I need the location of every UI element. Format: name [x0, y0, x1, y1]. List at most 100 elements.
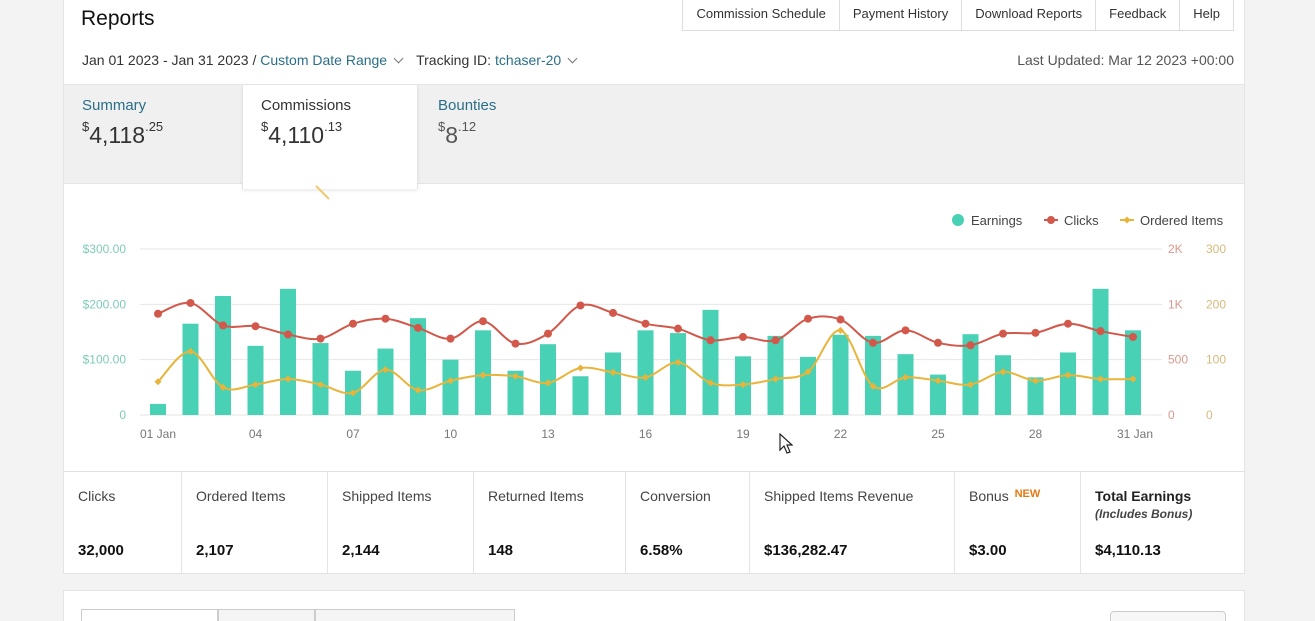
earnings-bar: [150, 403, 166, 415]
y-left-tick: $300.00: [83, 242, 127, 256]
ordered-items-point: [642, 373, 649, 381]
ordered-items-point: [577, 364, 584, 372]
legend-label: Earnings: [971, 213, 1023, 228]
stat-label: Shipped Items: [342, 488, 432, 504]
clicks-point: [999, 329, 1007, 338]
clicks-point: [1031, 328, 1040, 337]
legend-clicks-icon: [1047, 216, 1055, 224]
chevron-down-icon[interactable]: [393, 53, 404, 64]
payment-history-button[interactable]: Payment History: [838, 0, 961, 30]
tab-bounties[interactable]: Bounties $8.12: [420, 85, 620, 185]
clicks-point: [739, 332, 747, 341]
ordered-items-point: [707, 379, 714, 387]
earnings-bar: [442, 359, 459, 415]
clicks-point: [869, 338, 877, 347]
export-button[interactable]: [1110, 611, 1226, 621]
commission-schedule-button[interactable]: Commission Schedule: [696, 6, 826, 21]
y-right-ordered-tick: 100: [1206, 353, 1226, 367]
clicks-point: [511, 339, 520, 348]
clicks-point: [316, 334, 325, 343]
clicks-point: [966, 341, 975, 350]
ordered-items-point: [902, 373, 909, 381]
stat-label: Ordered Items: [196, 488, 286, 504]
x-tick-label: 25: [931, 427, 945, 441]
earnings-bar: [1027, 377, 1044, 415]
earnings-bar: [410, 318, 426, 415]
earnings-bar: [215, 296, 231, 415]
ordered-items-point: [219, 383, 227, 391]
clicks-point: [576, 301, 585, 310]
earnings-bar: [1125, 330, 1141, 415]
earnings-bar: [637, 330, 654, 415]
tab-commissions[interactable]: Commissions $4,110.13: [242, 85, 418, 189]
stat-value: 6.58%: [640, 542, 683, 559]
ordered-items-point: [447, 377, 454, 385]
stat-shipped-revenue: Shipped Items Revenue $136,282.47: [750, 472, 955, 573]
x-tick-label: 13: [541, 427, 555, 441]
earnings-bar: [670, 333, 686, 415]
ordered-items-point: [512, 372, 519, 380]
new-badge: NEW: [1014, 488, 1041, 500]
clicks-point: [446, 334, 455, 343]
stat-label: Conversion: [640, 488, 711, 504]
clicks-point: [479, 317, 487, 326]
x-tick-label: 07: [346, 427, 360, 441]
report-tabs: Summary $4,118.25 Commissions $4,110.13 …: [64, 84, 1244, 189]
ordered-items-point: [674, 358, 682, 366]
tracking-id-dropdown[interactable]: tchaser-20: [495, 52, 562, 68]
date-range-text: Jan 01 2023 - Jan 31 2023 /: [82, 52, 257, 68]
stat-label: Bonus NEW: [969, 488, 1041, 504]
feedback-button[interactable]: Feedback: [1095, 0, 1179, 30]
stat-value: $4,110.13: [1095, 542, 1161, 559]
stat-ordered-items: Ordered Items 2,107: [182, 472, 328, 573]
x-tick-label: 10: [444, 427, 458, 441]
orders-subtabs: [81, 609, 515, 621]
stat-bonus: Bonus NEW $3.00: [955, 472, 1081, 573]
ordered-items-point: [317, 381, 324, 389]
ordered-items-point: [382, 366, 389, 374]
tab-summary-label: Summary: [82, 97, 147, 114]
stat-value: 32,000: [78, 542, 124, 559]
earnings-bar: [767, 335, 784, 415]
help-button[interactable]: Help: [1179, 0, 1233, 30]
download-reports-button[interactable]: Download Reports: [961, 0, 1095, 30]
chart-legend: Earnings Clicks Ordered Items: [952, 213, 1224, 228]
stat-label: Total Earnings: [1095, 488, 1192, 504]
clicks-point: [771, 336, 780, 345]
clicks-point: [284, 330, 292, 339]
orders-card: [63, 590, 1245, 621]
tab-ordered-items[interactable]: [81, 609, 218, 621]
x-tick-label: 19: [736, 427, 750, 441]
date-range-dropdown[interactable]: Custom Date Range: [260, 52, 388, 68]
x-tick-label: 28: [1029, 427, 1043, 441]
clicks-point: [804, 314, 812, 323]
clicks-point: [251, 322, 260, 331]
y-right-ordered-tick: 0: [1206, 408, 1213, 422]
ordered-items-point: [869, 382, 877, 390]
earnings-bar: [280, 288, 296, 415]
chevron-down-icon[interactable]: [567, 53, 578, 64]
stat-value: 148: [488, 542, 514, 559]
tab-link-type[interactable]: [315, 609, 515, 621]
tab-bounties-label: Bounties: [438, 97, 497, 114]
y-right-clicks-tick: 2K: [1168, 242, 1183, 256]
clicks-point: [901, 326, 910, 335]
tab-pointer-line: [315, 185, 330, 200]
clicks-point: [414, 323, 422, 332]
earnings-bar: [865, 335, 881, 415]
earnings-bar: [832, 334, 849, 415]
clicks-point: [186, 298, 195, 307]
legend-label: Ordered Items: [1140, 213, 1224, 228]
clicks-point: [381, 314, 390, 323]
reports-card: Reports Commission Schedule Payment Hist…: [63, 0, 1245, 574]
stat-label: Clicks: [78, 488, 116, 504]
earnings-bar: [572, 376, 589, 415]
stat-label: Returned Items: [488, 488, 584, 504]
tab-earnings[interactable]: [218, 609, 315, 621]
top-nav: Commission Schedule Payment History Down…: [682, 0, 1234, 31]
ordered-items-point: [479, 371, 487, 379]
x-tick-label: 31 Jan: [1117, 427, 1153, 441]
clicks-point: [609, 308, 617, 317]
tab-summary[interactable]: Summary $4,118.25: [64, 85, 242, 185]
y-right-clicks-tick: 0: [1168, 408, 1175, 422]
